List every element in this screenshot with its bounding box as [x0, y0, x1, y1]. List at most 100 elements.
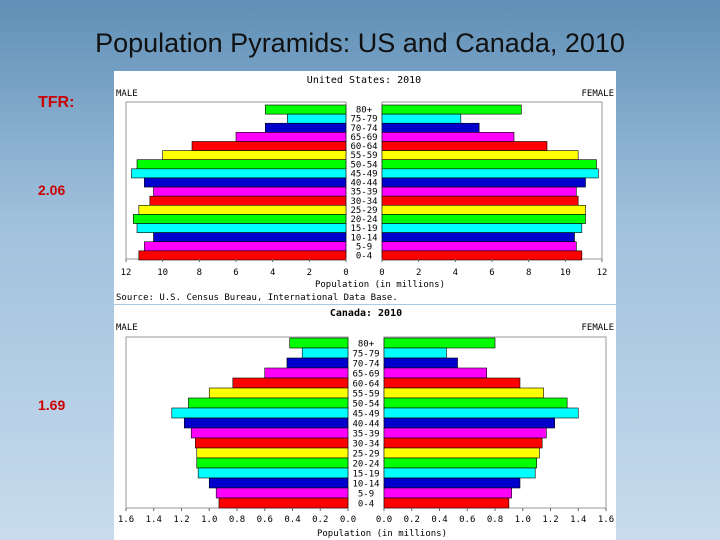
us-tick-label: 2	[307, 268, 312, 278]
ca-tick-label: 0.0	[340, 515, 356, 525]
us-male-bar	[265, 122, 347, 133]
slide-title: Population Pyramids: US and Canada, 2010	[95, 28, 625, 58]
us-female-bar	[381, 150, 579, 161]
ca-female-bar	[383, 367, 487, 379]
ca-age-label: 10-14	[352, 480, 379, 490]
ca-age-label: 20-24	[352, 460, 379, 470]
ca-female-bar	[383, 357, 458, 369]
ca-age-label: 0-4	[358, 500, 374, 510]
ca-male-label: MALE	[116, 323, 138, 333]
us-male-bar	[138, 204, 347, 215]
us-age-label: 50-54	[350, 160, 377, 170]
us-female-bar	[381, 159, 597, 170]
us-age-label: 65-69	[350, 133, 377, 143]
ca-age-label: 70-74	[352, 360, 379, 370]
ca-female-bar	[383, 437, 543, 449]
ca-female-bar	[383, 387, 544, 399]
ca-female-bar	[383, 407, 579, 419]
ca-male-bar	[195, 437, 349, 449]
us-female-bar	[381, 168, 599, 179]
ca-title: Canada: 2010	[330, 308, 402, 319]
us-male-bar	[287, 113, 347, 124]
ca-age-label: 25-29	[352, 450, 379, 460]
ca-male-bar	[196, 447, 349, 459]
us-female-bar	[381, 177, 586, 188]
us-male-bar	[265, 104, 347, 115]
ca-age-label: 5-9	[358, 490, 374, 500]
canada-pyramid-panel: Canada: 2010 MALE FEMALE 80+ 75-79 70-74 65-69…	[114, 305, 616, 540]
us-tick-label: 6	[233, 268, 238, 278]
us-source: Source: U.S. Census Bureau, Internationa…	[116, 293, 398, 303]
us-male-bar	[153, 232, 347, 243]
ca-age-label: 65-69	[352, 370, 379, 380]
us-tick-label: 0	[379, 268, 384, 278]
us-male-bar	[133, 214, 347, 224]
tfr-canada-value: 1.69	[38, 397, 66, 413]
us-tick-label: 4	[453, 268, 458, 278]
us-male-bar	[153, 186, 347, 197]
ca-tick-label: 0.0	[376, 515, 392, 525]
ca-tick-label: 0.2	[404, 515, 420, 525]
ca-tick-label: 1.0	[515, 515, 531, 525]
ca-male-bar	[188, 397, 349, 409]
ca-tick-label: 0.8	[487, 515, 503, 525]
us-pyramid-panel: United States: 2010 MALE FEMALE 80+ 75-79 70-…	[114, 71, 616, 304]
ca-female-bar	[383, 377, 521, 389]
us-female-bar	[381, 204, 586, 215]
us-title: United States: 2010	[307, 75, 421, 86]
ca-age-label: 40-44	[352, 420, 379, 430]
ca-female-bar	[383, 347, 447, 359]
ca-male-bar	[171, 407, 349, 419]
ca-tick-label: 0.6	[257, 515, 273, 525]
us-female-bar	[381, 186, 577, 197]
ca-male-bar	[264, 367, 349, 379]
us-male-bar	[131, 168, 347, 179]
us-tick-label: 10	[560, 268, 571, 278]
ca-male-bar	[208, 387, 349, 399]
us-female-bar	[381, 214, 586, 224]
us-pyramid-chart: United States: 2010 MALE FEMALE 80+75-7970-…	[116, 75, 614, 303]
us-female-bar	[381, 132, 515, 142]
us-age-label: 40-44	[350, 179, 377, 189]
canada-pyramid-chart: Canada: 2010 MALE FEMALE 80+75-7970-7465-69…	[116, 308, 614, 539]
us-female-bar	[381, 104, 522, 115]
ca-tick-label: 0.6	[459, 515, 475, 525]
us-male-bar	[136, 223, 347, 233]
ca-tick-label: 1.2	[542, 515, 558, 525]
ca-male-bar	[218, 497, 349, 509]
ca-female-bar	[383, 477, 521, 489]
us-male-bar	[136, 159, 347, 170]
ca-female-bar	[383, 457, 537, 469]
ca-male-bar	[301, 347, 349, 359]
us-female-bar	[381, 223, 583, 233]
us-xlabel: Population (in millions)	[315, 280, 445, 290]
us-age-label: 20-24	[350, 215, 377, 225]
ca-tick-label: 1.2	[173, 515, 189, 525]
ca-female-bar	[383, 467, 536, 479]
ca-tick-label: 1.4	[146, 515, 162, 525]
ca-tick-label: 0.4	[284, 515, 300, 525]
ca-male-bar	[232, 377, 349, 389]
ca-male-bar	[286, 357, 349, 369]
us-male-bar	[149, 195, 347, 206]
us-age-label: 55-59	[350, 151, 377, 161]
tfr-label: TFR:	[38, 94, 75, 111]
us-age-label: 0-4	[356, 252, 372, 262]
us-male-bar	[235, 132, 347, 142]
ca-male-bar	[215, 487, 349, 499]
us-age-label: 10-14	[350, 233, 377, 243]
ca-tick-label: 0.4	[431, 515, 447, 525]
us-female-bar	[381, 195, 579, 206]
ca-female-bar	[383, 447, 540, 459]
us-age-label: 70-74	[350, 124, 377, 134]
ca-tick-label: 1.0	[201, 515, 217, 525]
ca-male-bar	[289, 337, 349, 349]
us-female-bar	[381, 232, 575, 243]
ca-tick-label: 1.6	[598, 515, 614, 525]
us-tick-label: 10	[157, 268, 168, 278]
us-tick-label: 12	[121, 268, 132, 278]
us-age-label: 30-34	[350, 197, 377, 207]
us-tick-label: 8	[197, 268, 202, 278]
us-female-bar	[381, 122, 480, 133]
ca-age-label: 55-59	[352, 390, 379, 400]
